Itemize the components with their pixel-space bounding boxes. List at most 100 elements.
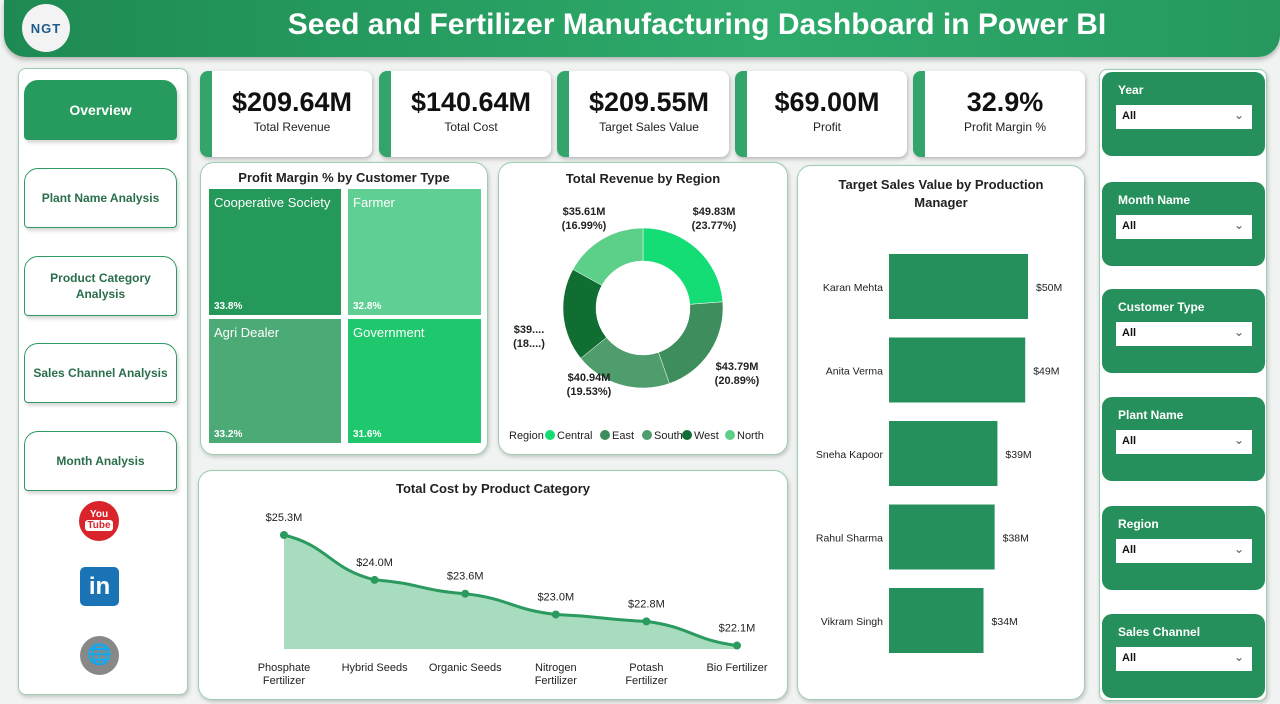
bar-rahul-sharma — [889, 504, 995, 570]
kpi-value: $69.00M — [774, 87, 880, 117]
area-point — [642, 617, 651, 626]
kpi-label: Total Revenue — [253, 120, 331, 134]
bar-vikram-singh — [889, 588, 984, 653]
kpi-label: Target Sales Value — [599, 120, 699, 134]
donut-data-label: $39.... (18....) — [513, 324, 545, 350]
nav-product-category-analysis-button[interactable]: Product Category Analysis — [24, 256, 177, 316]
area-data-label: $23.0M — [537, 591, 574, 603]
page-title: Seed and Fertilizer Manufacturing Dashbo… — [287, 8, 1107, 41]
bar-category-label: Sneha Kapoor — [816, 449, 884, 461]
area-line — [283, 533, 738, 648]
tile-name: Cooperative Society — [214, 195, 331, 210]
treemap-tile-cooperative-society[interactable]: Cooperative Society 33.8% — [209, 189, 341, 315]
donut-label-line: $40.94M — [568, 372, 611, 384]
donut-label-line: (20.89%) — [715, 375, 760, 387]
youtube-icon[interactable]: You Tube — [79, 501, 119, 541]
treemap-tile-government[interactable]: Government 31.6% — [348, 319, 481, 443]
slicer-year: Year All ⌄ — [1102, 72, 1265, 156]
treemap-tile-farmer[interactable]: Farmer 32.8% — [348, 189, 481, 315]
chevron-down-icon: ⌄ — [1233, 650, 1244, 664]
kpi-label: Total Cost — [444, 120, 498, 134]
kpi-total-cost: $140.64M Total Cost — [379, 71, 551, 157]
slicer-value: All — [1122, 652, 1137, 664]
slicer-value: All — [1122, 327, 1137, 339]
area-point — [280, 531, 288, 539]
area-data-label: $25.3M — [266, 512, 303, 524]
x-tick-label: Hybrid Seeds — [342, 662, 409, 674]
logo-text: NGT — [30, 20, 62, 36]
slicer-value: All — [1122, 435, 1137, 447]
x-tick-label: Nitrogen Fertilizer — [535, 662, 578, 687]
x-tick-label: Phosphate Fertilizer — [258, 662, 311, 687]
nav-sales-channel-analysis-button[interactable]: Sales Channel Analysis — [24, 343, 177, 403]
tile-value: 33.8% — [214, 301, 243, 312]
donut-card: Total Revenue by Region $49.83M (23.77%) $… — [498, 162, 788, 455]
donut-label-line: $49.83M — [693, 206, 736, 218]
legend-marker-south — [642, 430, 652, 440]
slicer-value: All — [1122, 110, 1137, 122]
x-tick-label-line: Fertilizer — [535, 675, 578, 687]
slicer-month-name: Month Name All ⌄ — [1102, 182, 1265, 266]
donut-label-line: $39.... — [514, 324, 545, 336]
tile-name: Government — [353, 325, 425, 340]
chevron-down-icon: ⌄ — [1233, 542, 1244, 556]
globe-www-icon[interactable]: 🌐 — [80, 636, 119, 675]
tile-name: Farmer — [353, 195, 395, 210]
area-point — [733, 641, 741, 650]
kpi-label: Profit Margin % — [963, 120, 1047, 134]
bar-value-label: $34M — [992, 616, 1018, 628]
donut-label-line: (23.77%) — [692, 220, 737, 232]
slicer-region: Region All ⌄ — [1102, 506, 1265, 590]
slicer-region-dropdown[interactable]: All ⌄ — [1116, 539, 1252, 563]
donut-slice-east — [658, 301, 724, 384]
bar-category-label: Rahul Sharma — [816, 533, 883, 545]
slicer-title: Region — [1118, 517, 1159, 531]
legend-marker-west — [682, 430, 692, 440]
x-tick-label: Bio Fertilizer — [706, 662, 767, 674]
bar-card: Target Sales Value by Production Manager… — [797, 165, 1085, 700]
donut-title: Total Revenue by Region — [565, 171, 721, 186]
chevron-down-icon: ⌄ — [1233, 108, 1244, 122]
area-fill — [284, 535, 737, 649]
slicer-customer-type-dropdown[interactable]: All ⌄ — [1116, 322, 1252, 346]
bar-value-label: $39M — [1005, 449, 1031, 461]
nav-month-analysis-button[interactable]: Month Analysis — [24, 431, 177, 491]
slicer-title: Sales Channel — [1118, 625, 1201, 639]
bar-karan-mehta — [889, 254, 1028, 319]
bar-title: Target Sales Value by Production Manager — [838, 177, 1044, 210]
legend-item-north: North — [737, 430, 764, 442]
legend-marker-central — [545, 430, 555, 440]
donut-data-label: $49.83M (23.77%) — [692, 206, 737, 232]
slicer-panel — [1099, 69, 1267, 701]
bar-value-label: $49M — [1033, 366, 1059, 378]
x-tick-label: Potash Fertilizer — [625, 662, 668, 687]
tile-value: 32.8% — [353, 301, 382, 312]
kpi-total-revenue: $209.64M Total Revenue — [200, 71, 372, 157]
legend-title: Region — [509, 430, 544, 442]
donut-label-line: (16.99%) — [562, 220, 607, 232]
kpi-value: $209.55M — [588, 87, 710, 117]
x-tick-label-line: Nitrogen — [535, 662, 577, 674]
slicer-plant-name: Plant Name All ⌄ — [1102, 397, 1265, 481]
linkedin-icon[interactable]: in — [80, 567, 119, 606]
kpi-profit-margin: 32.9% Profit Margin % — [913, 71, 1085, 157]
nav-plant-name-analysis-button[interactable]: Plant Name Analysis — [24, 168, 177, 228]
slicer-month-name-dropdown[interactable]: All ⌄ — [1116, 215, 1252, 239]
donut-slice-north — [572, 227, 644, 286]
treemap-tile-agri-dealer[interactable]: Agri Dealer 33.2% — [209, 319, 341, 443]
nav-overview-button[interactable]: Overview — [24, 80, 177, 140]
tile-name: Agri Dealer — [214, 325, 280, 340]
legend-item-central: Central — [557, 430, 592, 442]
slicer-sales-channel-dropdown[interactable]: All ⌄ — [1116, 647, 1252, 671]
donut-chart: $49.83M (23.77%) $43.79M (20.89%) $40.94M (19… — [509, 206, 764, 442]
slicer-value: All — [1122, 220, 1137, 232]
slicer-title: Month Name — [1118, 193, 1190, 207]
donut-slice-central — [642, 227, 724, 305]
legend-item-south: South — [654, 430, 683, 442]
slicer-year-dropdown[interactable]: All ⌄ — [1116, 105, 1252, 129]
treemap-card: Profit Margin % by Customer Type Coopera… — [200, 162, 488, 455]
slicer-plant-name-dropdown[interactable]: All ⌄ — [1116, 430, 1252, 454]
x-tick-label-line: Fertilizer — [263, 675, 306, 687]
slicer-sales-channel: Sales Channel All ⌄ — [1102, 614, 1265, 698]
kpi-profit: $69.00M Profit — [735, 71, 907, 157]
